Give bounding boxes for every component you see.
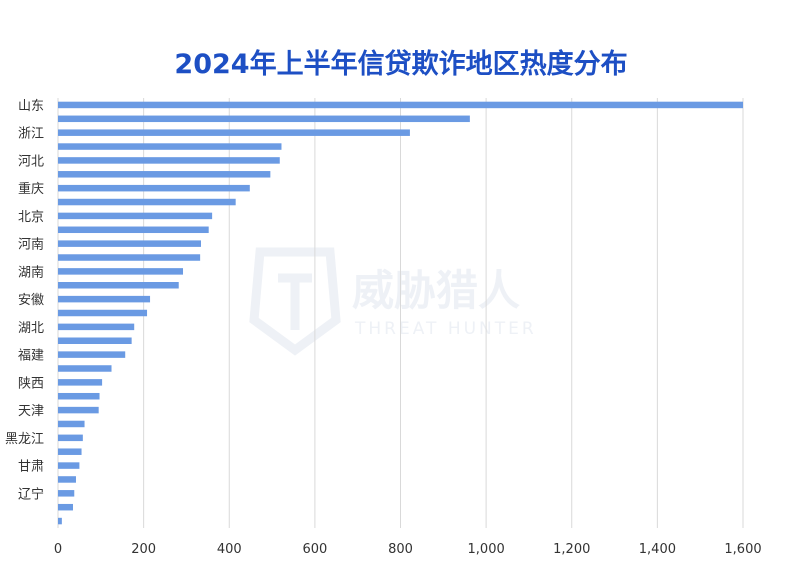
x-tick-label: 400	[217, 542, 242, 557]
x-tick-label: 800	[388, 542, 413, 557]
bar	[58, 254, 201, 261]
bar	[58, 171, 271, 178]
bar	[58, 115, 470, 123]
bar	[58, 406, 99, 414]
x-tick-label: 1,200	[553, 542, 590, 557]
bar	[58, 392, 100, 400]
watermark-subtext: THREAT HUNTER	[354, 319, 537, 339]
bar	[58, 434, 83, 442]
bar	[58, 295, 151, 303]
y-tick-label: 河北	[18, 154, 44, 169]
x-tick-label: 1,600	[724, 542, 761, 557]
bar	[58, 323, 135, 331]
bar	[58, 420, 85, 428]
bar	[58, 462, 80, 469]
watermark-logo-icon	[249, 247, 341, 356]
y-tick-label: 湖南	[18, 264, 44, 280]
x-tick-label: 0	[54, 542, 62, 557]
y-tick-label: 湖北	[18, 321, 44, 336]
y-tick-label: 重庆	[18, 181, 44, 197]
bar	[58, 212, 213, 220]
y-tick-label: 北京	[18, 210, 44, 225]
y-tick-label: 辽宁	[18, 486, 44, 502]
bar	[58, 143, 282, 150]
bar	[58, 448, 82, 455]
y-tick-label: 福建	[18, 349, 44, 364]
bar	[58, 184, 250, 192]
y-tick-label: 山东	[18, 99, 44, 114]
y-tick-label: 河南	[18, 237, 44, 253]
bar	[58, 490, 75, 497]
bar	[58, 337, 132, 344]
bar	[58, 503, 73, 511]
bar	[58, 379, 103, 386]
bar	[58, 351, 126, 358]
bar	[58, 240, 201, 247]
watermark-text: 威胁猎人	[352, 266, 520, 315]
bar	[58, 365, 112, 372]
y-tick-label: 黑龙江	[5, 432, 44, 447]
chart-title: 2024年上半年信贷欺诈地区热度分布	[174, 49, 628, 80]
y-tick-label: 甘肃	[18, 460, 44, 475]
x-axis-labels: 0 200 400 600 800 1,000 1,200 1,400 1,600	[54, 542, 762, 557]
y-tick-label: 安徽	[18, 293, 44, 308]
y-tick-label: 浙江	[18, 127, 44, 142]
bar	[58, 198, 236, 206]
x-tick-label: 200	[131, 542, 156, 557]
x-tick-label: 1,400	[639, 542, 676, 557]
bar	[58, 268, 184, 275]
bars	[58, 101, 743, 525]
watermark: 威胁猎人 THREAT HUNTER	[249, 247, 537, 356]
bar	[58, 517, 62, 525]
y-tick-label: 天津	[18, 404, 44, 419]
bar	[58, 101, 743, 109]
bar	[58, 226, 209, 234]
x-tick-label: 1,000	[468, 542, 505, 557]
bar	[58, 157, 280, 164]
bar	[58, 129, 410, 136]
bar	[58, 282, 179, 289]
y-tick-label: 陕西	[18, 376, 44, 391]
x-tick-label: 600	[302, 542, 327, 557]
bar	[58, 309, 148, 317]
bar	[58, 476, 76, 483]
